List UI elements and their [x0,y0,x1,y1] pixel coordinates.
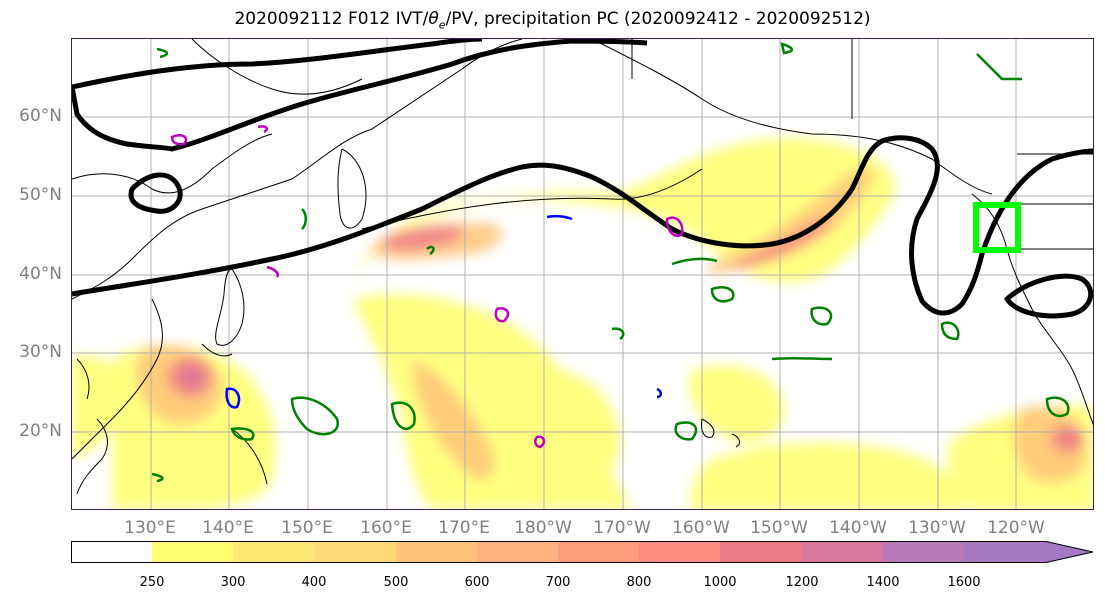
colorbar-tick-1600: 1600 [947,575,981,590]
colorbar-tick-800: 800 [626,575,652,590]
lon-label-140w: 140°W [829,518,887,538]
lon-label-160w: 160°W [672,518,730,538]
colorbar-tick-400: 400 [301,575,327,590]
blue-contours [225,214,662,409]
colorbar-tick-1400: 1400 [866,575,900,590]
lon-label-150e: 150°E [281,518,333,538]
lon-label-120w: 120°W [987,518,1045,538]
map-canvas [72,39,1093,509]
graticule [72,39,1093,509]
lat-label-50n: 50°N [19,185,62,205]
lat-label-40n: 40°N [19,264,62,284]
lon-label-130e: 130°E [124,518,176,538]
colorbar-tick-1000: 1000 [703,575,737,590]
lat-label-30n: 30°N [19,342,62,362]
colorbar-tick-500: 500 [383,575,409,590]
colorbar-tick-250: 250 [139,575,165,590]
lat-label-60n: 60°N [19,106,62,126]
lon-label-170e: 170°E [438,518,490,538]
colorbar-tick-700: 700 [545,575,571,590]
lon-label-170w: 170°W [593,518,651,538]
green-contours [151,42,1070,483]
lon-label-140e: 140°E [202,518,254,538]
target-region-box [973,202,1021,253]
precip-shading [72,138,1093,509]
lon-label-130w: 130°W [908,518,966,538]
black-contours [72,39,1093,319]
magenta-contours [170,125,684,449]
lon-label-160e: 160°E [360,518,412,538]
lon-label-180w: 180°W [514,518,572,538]
colorbar-segments [71,541,1093,563]
lat-label-20n: 20°N [19,421,62,441]
map-title: 2020092112 F012 IVT/θe/PV, precipitation… [234,9,871,32]
colorbar-tick-1200: 1200 [785,575,819,590]
colorbar-tick-600: 600 [464,575,490,590]
colorbar [71,541,1094,563]
lon-label-150w: 150°W [750,518,808,538]
map-panel [71,38,1094,510]
colorbar-tick-300: 300 [220,575,246,590]
